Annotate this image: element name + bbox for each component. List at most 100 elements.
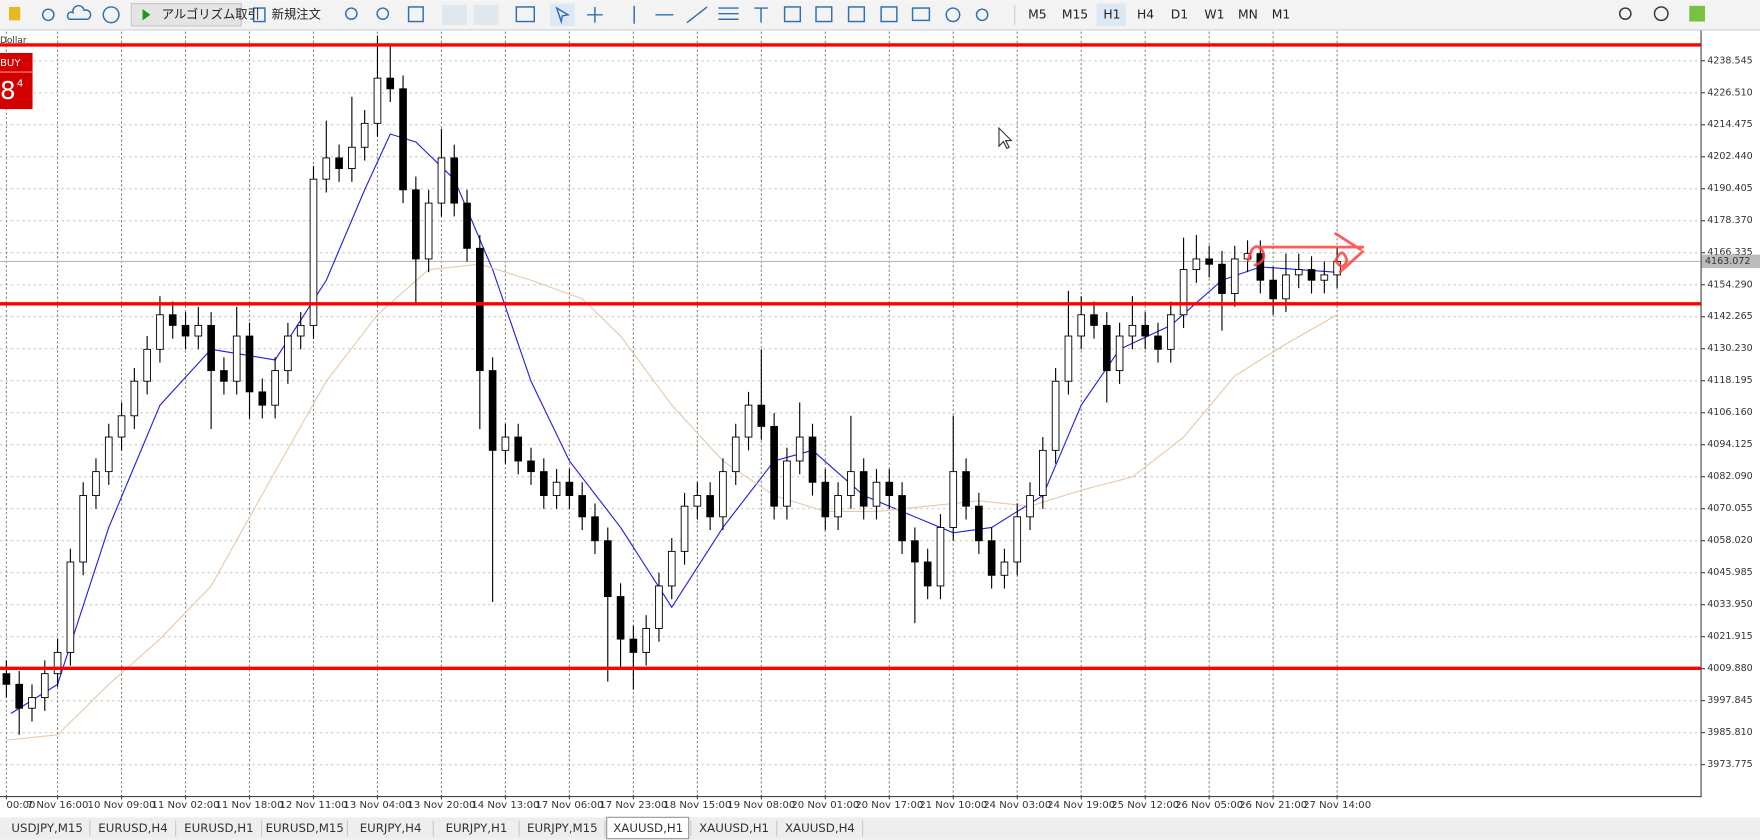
timeframe[interactable]: H1	[1103, 7, 1120, 21]
candle-body	[412, 189, 420, 260]
tab[interactable]: EURUSD,H4	[98, 821, 167, 835]
icon[interactable]	[633, 5, 739, 24]
icon[interactable]	[515, 6, 536, 23]
buy-button[interactable]	[0, 52, 33, 110]
candle-body	[1102, 324, 1111, 372]
candle-body	[284, 335, 292, 372]
icon[interactable]	[815, 6, 833, 23]
x-tick-label: 00:00	[6, 800, 35, 811]
algo-button[interactable]	[130, 3, 242, 27]
x-tick-label: 26 Nov 05:00	[1175, 800, 1243, 811]
tab[interactable]: XAUUSD,H1	[613, 821, 683, 835]
tab[interactable]: EURJPY,M15	[527, 821, 598, 835]
candle-body	[309, 178, 318, 326]
x-tick-label: 13 Nov 04:00	[343, 800, 411, 811]
timeframe[interactable]: M15	[1062, 7, 1088, 21]
y-tick-label: 4190.405	[1707, 183, 1752, 194]
search-icon[interactable]	[1618, 7, 1632, 21]
icon[interactable]	[344, 7, 358, 21]
signal-icon[interactable]	[1689, 5, 1705, 22]
icon[interactable]	[407, 6, 424, 23]
candle-body	[181, 324, 190, 337]
candle-body	[859, 471, 868, 507]
icon[interactable]	[442, 4, 467, 25]
icon[interactable]	[847, 6, 866, 23]
candle-body	[642, 628, 650, 653]
icon[interactable]	[376, 7, 390, 21]
candle-body	[156, 314, 164, 350]
x-tick-label: 20 Nov 01:00	[791, 800, 859, 811]
icon[interactable]	[550, 3, 575, 27]
y-tick-label: 4070.055	[1707, 503, 1752, 514]
candle-body	[104, 436, 113, 473]
candle-body	[911, 540, 919, 563]
x-tick-label: 24 Nov 19:00	[1047, 800, 1115, 811]
candle-body	[603, 540, 612, 598]
candle-body	[923, 561, 932, 587]
candle-body	[1064, 335, 1073, 382]
timeframe[interactable]: MN	[1238, 7, 1258, 21]
tab[interactable]: EURJPY,H1	[446, 821, 508, 835]
candle-body	[885, 481, 894, 496]
timeframe[interactable]: M5	[1028, 7, 1046, 21]
tab[interactable]: XAUUSD,H1	[699, 821, 769, 835]
candle-body	[706, 495, 714, 518]
icon[interactable]	[587, 6, 603, 23]
icon[interactable]	[102, 6, 120, 24]
icon[interactable]	[66, 5, 92, 21]
timeframe-active[interactable]	[1096, 3, 1126, 27]
icon[interactable]	[880, 6, 898, 23]
candle-body	[757, 404, 766, 427]
candle-body	[53, 651, 62, 675]
icon[interactable]	[8, 6, 21, 21]
tab[interactable]: EURUSD,M15	[266, 821, 344, 835]
icon[interactable]	[945, 7, 961, 23]
current-price-label: 4163.072	[1705, 256, 1750, 267]
timeframe[interactable]: D1	[1171, 7, 1188, 21]
y-tick-label: 4009.880	[1707, 663, 1752, 674]
icon[interactable]	[911, 7, 931, 22]
candle-body	[936, 527, 945, 587]
candle-body	[360, 122, 369, 148]
icon	[252, 7, 266, 23]
buy-price: 8	[0, 76, 16, 105]
icon[interactable]	[783, 6, 802, 23]
tab[interactable]: EURUSD,H1	[184, 821, 253, 835]
x-tick-label: 19 Nov 08:00	[727, 800, 795, 811]
algo-button-label: アルゴリズム取引	[162, 6, 260, 21]
tab[interactable]: EURJPY,H4	[360, 821, 422, 835]
candle-body	[245, 335, 254, 393]
candle-body	[92, 471, 100, 496]
candle-body	[296, 324, 305, 337]
order-button[interactable]	[248, 3, 327, 27]
candle-body	[1077, 314, 1086, 337]
icon[interactable]	[41, 8, 55, 22]
y-tick-label: 4058.020	[1707, 535, 1752, 546]
candle-body	[1013, 516, 1022, 563]
candle-body	[220, 370, 228, 382]
icon[interactable]	[975, 8, 989, 22]
x-tick-label: 21 Nov 10:00	[919, 800, 987, 811]
icon[interactable]	[754, 7, 768, 23]
icon[interactable]	[473, 4, 499, 25]
candle-body	[1192, 258, 1201, 271]
tab[interactable]: XAUUSD,H4	[785, 821, 855, 835]
y-tick-label: 3973.775	[1707, 759, 1752, 770]
candle-body	[335, 157, 343, 169]
timeframe[interactable]: M1	[1272, 7, 1290, 21]
candle-body	[437, 157, 446, 204]
candle-body	[514, 436, 523, 462]
candle-body	[744, 404, 753, 438]
candle-body	[168, 314, 177, 326]
candle-body	[232, 335, 241, 382]
timeframe[interactable]: W1	[1204, 7, 1224, 21]
timeframe[interactable]: H4	[1137, 7, 1154, 21]
tab[interactable]: USDJPY,M15	[11, 821, 83, 835]
candle-body	[680, 505, 689, 552]
x-tick-label: 14 Nov 13:00	[471, 800, 539, 811]
candle-body	[527, 460, 535, 473]
tab-active[interactable]	[606, 816, 690, 840]
buy-price-fraction: 4	[17, 78, 23, 89]
candle-body	[1039, 449, 1047, 496]
account-icon[interactable]	[1653, 6, 1669, 22]
